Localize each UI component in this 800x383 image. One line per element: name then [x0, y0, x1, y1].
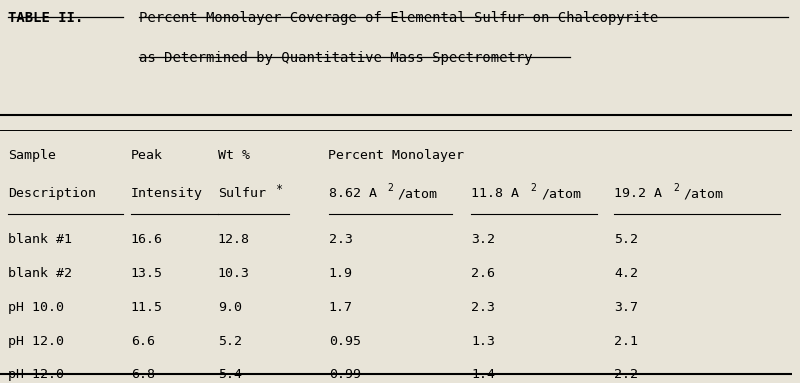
- Text: Percent Monolayer Coverage of Elemental Sulfur on Chalcopyrite: Percent Monolayer Coverage of Elemental …: [138, 11, 658, 25]
- Text: 6.6: 6.6: [130, 335, 154, 348]
- Text: 2.6: 2.6: [471, 267, 495, 280]
- Text: Wt %: Wt %: [218, 149, 250, 162]
- Text: 0.99: 0.99: [329, 368, 361, 381]
- Text: pH 12.0: pH 12.0: [8, 368, 64, 381]
- Text: 12.8: 12.8: [218, 232, 250, 246]
- Text: 3.7: 3.7: [614, 301, 638, 314]
- Text: Description: Description: [8, 187, 96, 200]
- Text: blank #1: blank #1: [8, 232, 72, 246]
- Text: blank #2: blank #2: [8, 267, 72, 280]
- Text: 2.3: 2.3: [329, 232, 353, 246]
- Text: 5.4: 5.4: [218, 368, 242, 381]
- Text: 0.95: 0.95: [329, 335, 361, 348]
- Text: pH 10.0: pH 10.0: [8, 301, 64, 314]
- Text: 16.6: 16.6: [130, 232, 162, 246]
- Text: 2: 2: [674, 183, 679, 193]
- Text: 4.2: 4.2: [614, 267, 638, 280]
- Text: 2.2: 2.2: [614, 368, 638, 381]
- Text: Percent Monolayer: Percent Monolayer: [328, 149, 464, 162]
- Text: 10.3: 10.3: [218, 267, 250, 280]
- Text: /atom: /atom: [398, 187, 438, 200]
- Text: *: *: [276, 183, 283, 196]
- Text: 2: 2: [387, 183, 394, 193]
- Text: 1.7: 1.7: [329, 301, 353, 314]
- Text: 11.5: 11.5: [130, 301, 162, 314]
- Text: TABLE II.: TABLE II.: [8, 11, 83, 25]
- Text: 19.2 A: 19.2 A: [614, 187, 662, 200]
- Text: Peak: Peak: [130, 149, 162, 162]
- Text: 1.4: 1.4: [471, 368, 495, 381]
- Text: 6.8: 6.8: [130, 368, 154, 381]
- Text: Intensity: Intensity: [130, 187, 202, 200]
- Text: 2.3: 2.3: [471, 301, 495, 314]
- Text: Sulfur: Sulfur: [218, 187, 266, 200]
- Text: 1.9: 1.9: [329, 267, 353, 280]
- Text: 11.8 A: 11.8 A: [471, 187, 519, 200]
- Text: 8.62 A: 8.62 A: [329, 187, 377, 200]
- Text: 5.2: 5.2: [614, 232, 638, 246]
- Text: 5.2: 5.2: [218, 335, 242, 348]
- Text: Sample: Sample: [8, 149, 56, 162]
- Text: /atom: /atom: [684, 187, 724, 200]
- Text: 1.3: 1.3: [471, 335, 495, 348]
- Text: 13.5: 13.5: [130, 267, 162, 280]
- Text: 2: 2: [531, 183, 537, 193]
- Text: /atom: /atom: [541, 187, 581, 200]
- Text: 2.1: 2.1: [614, 335, 638, 348]
- Text: pH 12.0: pH 12.0: [8, 335, 64, 348]
- Text: 9.0: 9.0: [218, 301, 242, 314]
- Text: as Determined by Quantitative Mass Spectrometry: as Determined by Quantitative Mass Spect…: [138, 51, 532, 65]
- Text: 3.2: 3.2: [471, 232, 495, 246]
